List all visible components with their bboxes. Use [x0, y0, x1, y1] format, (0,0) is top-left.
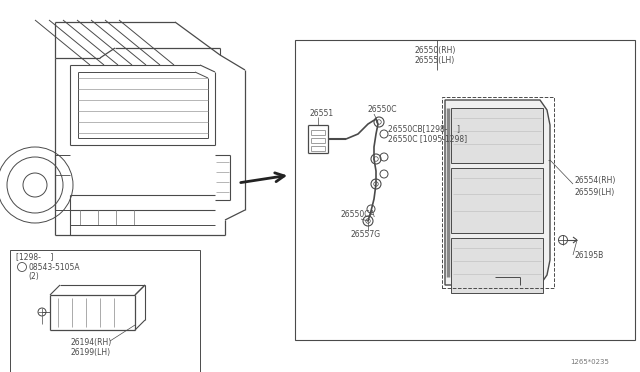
Text: 1265*0235: 1265*0235	[570, 359, 609, 365]
Text: (2): (2)	[28, 273, 39, 282]
Text: 26199(LH): 26199(LH)	[70, 349, 110, 357]
Text: 26550CA: 26550CA	[341, 209, 376, 218]
Text: 26195B: 26195B	[575, 250, 604, 260]
Bar	[295, 40, 635, 340]
Text: 26194(RH): 26194(RH)	[70, 339, 111, 347]
Text: 26559(LH): 26559(LH)	[575, 187, 615, 196]
Polygon shape	[445, 100, 550, 285]
Text: 26550C [1095-1298]: 26550C [1095-1298]	[388, 135, 467, 144]
Bar	[442, 97, 554, 288]
Polygon shape	[451, 168, 543, 233]
Text: 08543-5105A: 08543-5105A	[28, 263, 79, 272]
Text: 26555(LH): 26555(LH)	[415, 55, 455, 64]
Bar	[10, 250, 200, 372]
Text: 26550C: 26550C	[368, 105, 397, 113]
Text: 26550CB[1298-    ]: 26550CB[1298- ]	[388, 125, 460, 134]
Text: 26550(RH): 26550(RH)	[415, 45, 456, 55]
Text: 26551: 26551	[310, 109, 334, 118]
Text: 26557G: 26557G	[351, 230, 381, 238]
Text: [1298-    ]: [1298- ]	[16, 253, 53, 262]
Polygon shape	[451, 108, 543, 163]
Text: 26554(RH): 26554(RH)	[575, 176, 616, 185]
Polygon shape	[451, 238, 543, 293]
